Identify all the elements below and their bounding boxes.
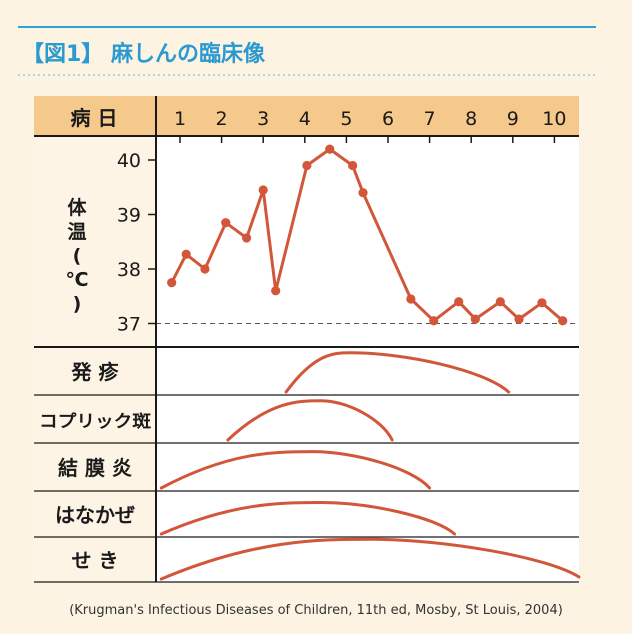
temperature-point xyxy=(302,160,312,171)
temperature-point xyxy=(181,249,191,259)
symptom-duration-curve xyxy=(226,399,394,442)
symptom-label: コプリック斑 xyxy=(39,411,151,432)
temperature-point xyxy=(429,316,439,326)
temperature-point xyxy=(241,233,252,243)
temp-tick-label: 37 xyxy=(117,314,141,336)
temperature-point xyxy=(200,264,210,274)
temp-tick-label: 40 xyxy=(117,150,141,172)
temperature-point xyxy=(514,314,524,324)
day-tick-label: 5 xyxy=(340,108,352,130)
day-header-label: 病 日 xyxy=(71,106,118,130)
temp-tick-label: 38 xyxy=(117,259,141,281)
temp-tick-label: 39 xyxy=(117,205,141,227)
temperature-point xyxy=(258,185,268,195)
day-header-band xyxy=(34,96,579,136)
day-tick-label: 9 xyxy=(507,108,519,130)
plot-area xyxy=(156,136,579,582)
temperature-point xyxy=(470,314,480,324)
temperature-point xyxy=(325,144,335,154)
symptom-label: せ き xyxy=(72,549,119,573)
day-tick-label: 6 xyxy=(382,108,394,130)
symptom-duration-curve xyxy=(159,450,432,490)
day-tick-label: 10 xyxy=(542,108,566,130)
temperature-axis-label-text: 体温(℃) xyxy=(65,196,88,315)
temperature-point xyxy=(348,160,358,171)
temperature-point xyxy=(167,278,177,288)
day-tick-label: 3 xyxy=(257,108,269,130)
symptom-duration-curve xyxy=(159,537,581,581)
temperature-point xyxy=(358,188,368,198)
symptom-duration-curve xyxy=(284,351,511,394)
symptom-label: はなかぜ xyxy=(55,503,135,527)
figure-source: (Krugman's Infectious Diseases of Childr… xyxy=(69,603,563,618)
figure-title: 【図1】 麻しんの臨床像 xyxy=(22,41,266,67)
day-tick-label: 7 xyxy=(424,108,436,130)
day-tick-label: 8 xyxy=(465,108,477,130)
temperature-point xyxy=(537,298,547,308)
temperature-axis-label: 体温(℃) xyxy=(65,196,88,315)
day-tick-label: 1 xyxy=(174,108,186,130)
temperature-point xyxy=(495,297,505,307)
temperature-point xyxy=(406,294,416,304)
temperature-point xyxy=(558,316,568,326)
day-tick-label: 2 xyxy=(216,108,228,130)
symptom-label: 発 疹 xyxy=(71,360,120,384)
day-tick-label: 4 xyxy=(299,108,311,130)
temperature-point xyxy=(221,218,231,228)
symptom-duration-curve xyxy=(159,500,457,536)
symptom-label: 結 膜 炎 xyxy=(58,456,132,480)
temperature-point xyxy=(271,286,281,296)
temperature-point xyxy=(454,297,464,307)
